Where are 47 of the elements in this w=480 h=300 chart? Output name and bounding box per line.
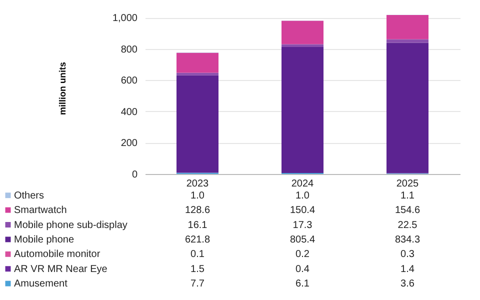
data-label: 154.6: [394, 205, 420, 216]
data-label: 3.6: [400, 278, 415, 290]
data-label: 1.1: [400, 190, 415, 202]
y-tick-label: 600: [120, 76, 138, 87]
bar: [176, 52, 218, 73]
legend-label: AR VR MR Near Eye: [14, 264, 108, 275]
y-tick-label: 800: [120, 44, 138, 56]
data-label: 621.8: [184, 234, 210, 246]
data-label: 16.1: [188, 220, 208, 231]
bar: [386, 42, 428, 174]
data-label: 0.4: [296, 264, 310, 275]
bar: [176, 72, 218, 76]
x-tick-label: 2024: [291, 178, 314, 190]
legend-label: Others: [14, 190, 44, 202]
y-tick-label: 200: [120, 138, 138, 150]
data-label: 128.6: [184, 205, 210, 216]
legend-label: Mobile phone: [14, 234, 74, 246]
data-label: 7.7: [190, 278, 205, 290]
data-label: 834.3: [394, 234, 420, 246]
data-label: 0.3: [400, 249, 415, 260]
data-label: 22.5: [398, 220, 418, 231]
legend-label: Smartwatch: [14, 205, 67, 216]
data-label: 17.3: [292, 220, 313, 231]
data-label: 0.2: [296, 249, 310, 260]
bar: [386, 15, 428, 40]
legend-label: Amusement: [14, 278, 68, 290]
bar: [386, 39, 428, 43]
bar: [282, 20, 324, 44]
bar: [282, 47, 324, 173]
legend-label: Automobile monitor: [14, 249, 101, 260]
bar: [176, 75, 218, 173]
bar: [282, 44, 324, 48]
data-label: 805.4: [290, 234, 316, 246]
data-label: 1.0: [296, 190, 310, 202]
data-label: 6.1: [296, 278, 310, 290]
data-label: 1.0: [190, 190, 205, 202]
y-tick-label: 400: [120, 106, 138, 118]
data-label: 0.1: [190, 249, 205, 260]
y-axis-title: million units: [57, 62, 68, 115]
y-tick-label: 1,000: [112, 13, 138, 24]
data-label: 150.4: [290, 205, 316, 216]
data-label: 1.5: [190, 264, 205, 275]
y-tick-label: 0: [132, 170, 138, 180]
x-tick-label: 2025: [396, 178, 420, 190]
x-tick-label: 2023: [186, 178, 210, 190]
data-label: 1.4: [400, 264, 415, 275]
legend-label: Mobile phone sub-display: [14, 220, 128, 231]
